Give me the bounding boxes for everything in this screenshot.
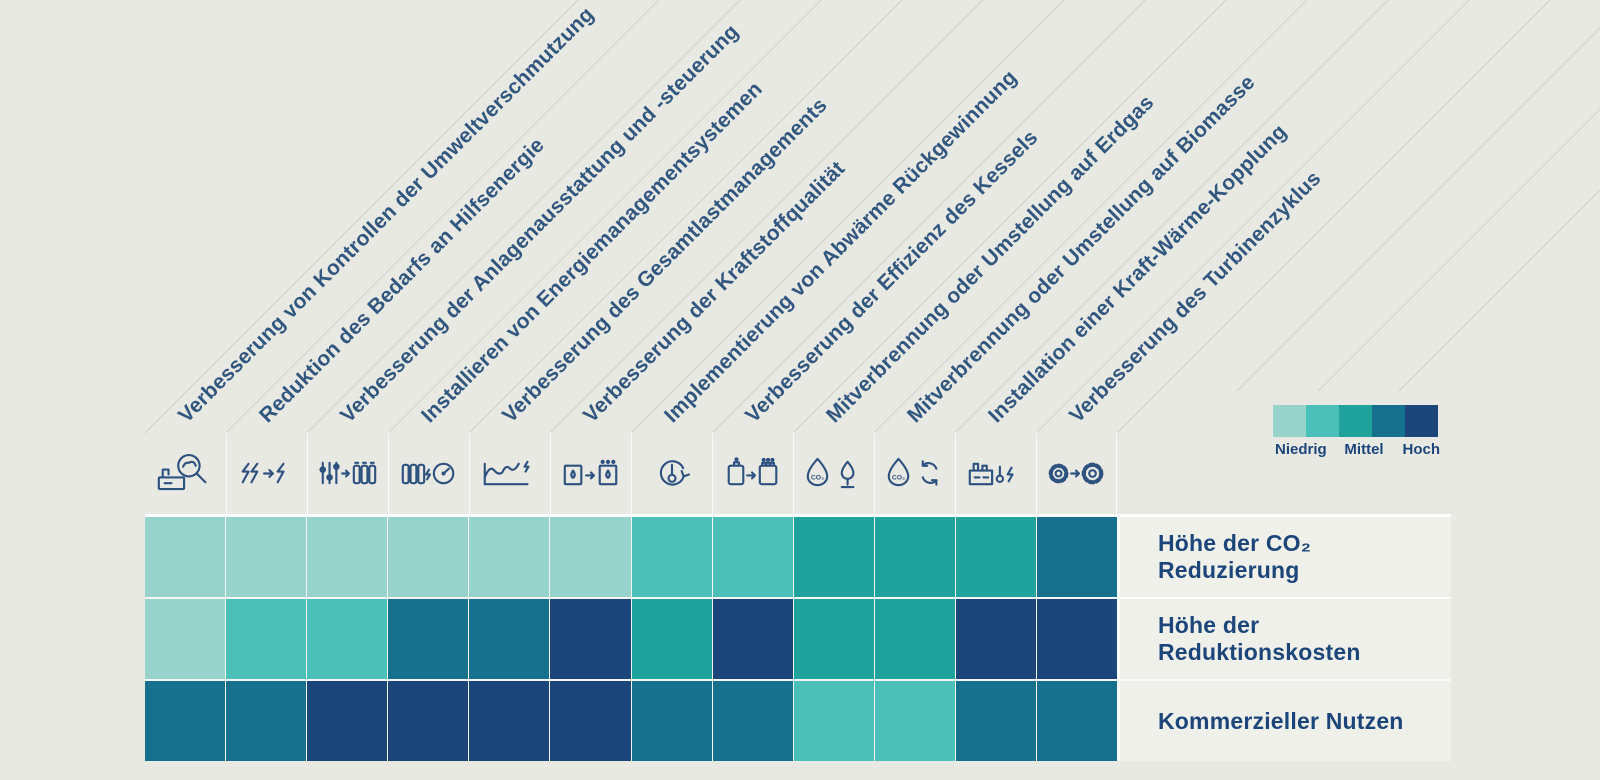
icon-cell-12	[1036, 432, 1117, 514]
heatmap-cell-r3-c7	[631, 681, 712, 761]
gears-upgrade-icon	[1048, 462, 1103, 484]
boiler-upgrade-icon	[727, 456, 778, 485]
heatmap-cell-r3-c11	[955, 681, 1036, 761]
chp-plant-icon	[968, 462, 1014, 485]
heatmap-cell-r2-c9	[793, 599, 874, 679]
heatmap-cell-r2-c2	[226, 599, 307, 679]
heatmap-cell-r1-c7	[631, 517, 712, 597]
co2-flame-gas-icon: CO₂	[806, 457, 855, 488]
heatmap-cell-r1-c2	[226, 517, 307, 597]
legend-swatch-4	[1372, 405, 1405, 437]
row-label-1: Höhe der CO₂ Reduzierung	[1120, 517, 1451, 597]
heatmap-cell-r1-c11	[955, 517, 1036, 597]
heatmap-cell-r3-c8	[712, 681, 793, 761]
legend-label-mid: Mittel	[1344, 441, 1384, 458]
legend-color-scale	[1273, 405, 1438, 437]
icon-cell-8	[712, 432, 793, 514]
controls-upgrade-icon	[319, 461, 377, 484]
column-icons-row: CO₂ CO₂	[145, 432, 1117, 514]
heatmap-cell-r3-c12	[1036, 681, 1117, 761]
heatmap-cell-r2-c5	[469, 599, 550, 679]
icon-cell-1	[145, 432, 226, 514]
heatmap-cell-r1-c10	[874, 517, 955, 597]
heatmap-grid	[145, 514, 1117, 761]
factory-inspection-icon	[157, 453, 206, 490]
svg-text:CO₂: CO₂	[811, 474, 824, 481]
icon-cell-6	[550, 432, 631, 514]
row-labels-band: Höhe der CO₂ Reduzierung Höhe der Redukti…	[1117, 514, 1451, 761]
icon-cell-7	[631, 432, 712, 514]
heatmap-cell-r1-c8	[712, 517, 793, 597]
column-divider-lines	[144, 0, 1600, 434]
icon-cell-10: CO₂	[874, 432, 955, 514]
load-curve-icon	[483, 460, 530, 485]
legend-swatch-1	[1273, 405, 1306, 437]
svg-text:CO₂: CO₂	[892, 474, 905, 481]
heatmap-cell-r3-c6	[550, 681, 631, 761]
legend-label-high: Hoch	[1402, 441, 1441, 458]
icon-cell-3	[307, 432, 388, 514]
icon-cell-5	[469, 432, 550, 514]
heatmap-cell-r1-c3	[307, 517, 388, 597]
heatmap-cell-r2-c1	[145, 599, 226, 679]
heatmap-cell-r2-c11	[955, 599, 1036, 679]
legend-swatch-3	[1339, 405, 1372, 437]
fuel-barrel-upgrade-icon	[563, 459, 618, 485]
heatmap-cell-r2-c7	[631, 599, 712, 679]
heatmap-cell-r2-c12	[1036, 599, 1117, 679]
heatmap-cell-r2-c3	[307, 599, 388, 679]
heatmap-cell-r3-c3	[307, 681, 388, 761]
icon-cell-9: CO₂	[793, 432, 874, 514]
heatmap-cell-r1-c9	[793, 517, 874, 597]
battery-gauge-icon	[401, 462, 455, 484]
heatmap-cell-r3-c10	[874, 681, 955, 761]
heatmap-cell-r2-c8	[712, 599, 793, 679]
heatmap-cell-r3-c5	[469, 681, 550, 761]
heatmap-cell-r1-c4	[388, 517, 469, 597]
icon-cell-4	[388, 432, 469, 514]
heatmap-cell-r3-c9	[793, 681, 874, 761]
heatmap-cell-r2-c4	[388, 599, 469, 679]
co2-flame-recycle-icon: CO₂	[887, 457, 938, 486]
heatmap-cell-r1-c1	[145, 517, 226, 597]
heatmap-cell-r3-c2	[226, 681, 307, 761]
legend-label-low: Niedrig	[1275, 441, 1327, 458]
icon-cell-2	[226, 432, 307, 514]
heatmap-cell-r3-c1	[145, 681, 226, 761]
heatmap-cell-r1-c6	[550, 517, 631, 597]
row-label-2: Höhe der Reduktionskosten	[1120, 599, 1451, 679]
icon-cell-11	[955, 432, 1036, 514]
heatmap-cell-r2-c6	[550, 599, 631, 679]
reduce-energy-bolts-icon	[241, 462, 285, 483]
heatmap-cell-r1-c12	[1036, 517, 1117, 597]
legend-swatch-2	[1306, 405, 1339, 437]
heatmap-cell-r2-c10	[874, 599, 955, 679]
row-label-3: Kommerzieller Nutzen	[1120, 681, 1451, 761]
legend-swatch-5	[1405, 405, 1438, 437]
heatmap-cell-r3-c4	[388, 681, 469, 761]
heatmap-cell-r1-c5	[469, 517, 550, 597]
heat-recovery-cycle-icon	[659, 459, 691, 486]
